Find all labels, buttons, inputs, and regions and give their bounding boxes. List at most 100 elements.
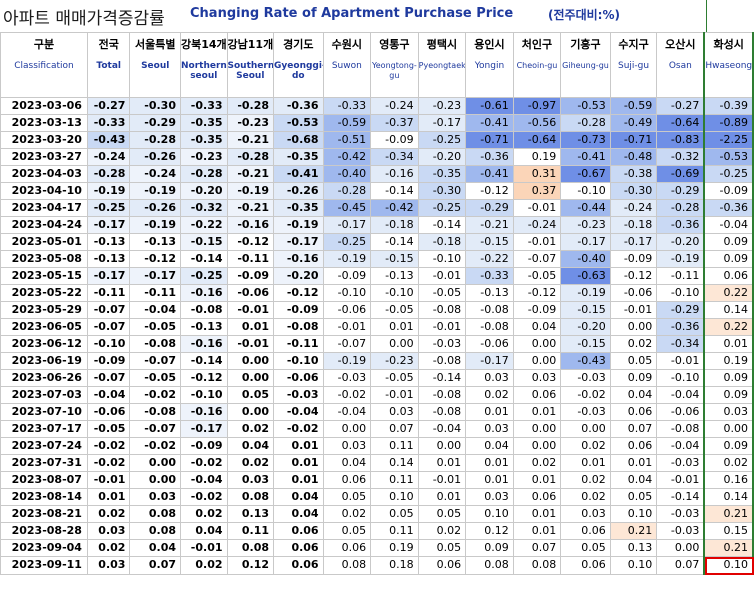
cell-pyeongtaek: -0.17 [417, 114, 467, 132]
cell-osan: -0.04 [656, 386, 705, 404]
cell-suwon: -0.59 [322, 114, 372, 132]
cell-pyeongtaek: -0.08 [417, 386, 467, 404]
column-header-en: Classification [14, 61, 74, 71]
cell-pyeongtaek: -0.05 [417, 284, 467, 302]
cell-suji: 0.09 [609, 369, 658, 387]
table-row: 2023-04-10 -0.19 -0.19 -0.20 -0.19 -0.26 -0.28… [0, 182, 754, 200]
table-row: 2023-09-04 0.02 0.04 -0.01 0.08 0.06 0.06 0.19 0… [0, 539, 754, 557]
cell-suji: -0.38 [609, 165, 658, 183]
column-header-ko: 구분 [33, 38, 55, 51]
cell-total: 0.02 [86, 539, 131, 557]
cell-cheoin: 0.00 [512, 352, 562, 370]
cell-seoul: -0.13 [129, 233, 181, 251]
cell-pyeongtaek: -0.04 [417, 420, 467, 438]
cell-yeongtong: -0.18 [370, 216, 419, 234]
cell-northern-seoul: -0.35 [180, 114, 228, 132]
cell-giheung: -0.15 [560, 335, 611, 353]
cell-giheung: -0.53 [560, 97, 611, 115]
cell-northern-seoul: -0.13 [180, 318, 228, 336]
cell-total: 0.03 [86, 556, 131, 575]
table-row: 2023-08-21 0.02 0.08 0.02 0.13 0.04 0.02 0.05 0.… [0, 505, 754, 523]
cell-northern-seoul: -0.16 [180, 335, 228, 353]
cell-giheung: -0.10 [560, 182, 611, 200]
row-date: 2023-03-20 [0, 131, 88, 149]
cell-total: -0.05 [86, 420, 131, 438]
cell-northern-seoul: -0.28 [180, 165, 228, 183]
table-row: 2023-05-01 -0.13 -0.13 -0.15 -0.12 -0.17 -0.25… [0, 233, 754, 251]
cell-seoul: -0.17 [129, 267, 181, 285]
cell-osan: -0.34 [656, 335, 705, 353]
cell-seoul: -0.28 [129, 131, 181, 149]
cell-southern-seoul: -0.12 [226, 233, 275, 251]
column-header-en: Cheoin-gu [516, 61, 558, 70]
cell-total: -0.13 [86, 250, 131, 268]
row-date: 2023-04-10 [0, 182, 88, 200]
cell-pyeongtaek: -0.03 [417, 335, 467, 353]
cell-suwon: 0.05 [322, 522, 372, 540]
table-row: 2023-08-07 -0.01 0.00 -0.04 0.03 0.01 0.06 0.11… [0, 471, 754, 489]
cell-pyeongtaek: -0.30 [417, 182, 467, 200]
cell-yongin: -0.29 [465, 199, 514, 217]
cell-suji: 0.05 [609, 488, 658, 506]
cell-cheoin: 0.19 [512, 148, 562, 166]
cell-pyeongtaek: -0.35 [417, 165, 467, 183]
cell-southern-seoul: -0.11 [226, 250, 275, 268]
cell-suji: 0.21 [609, 522, 658, 540]
cell-seoul: -0.26 [129, 148, 181, 166]
cell-total: -0.09 [86, 352, 131, 370]
cell-osan: -0.69 [656, 165, 705, 183]
column-header-ko: 화성시 [713, 38, 744, 51]
table-row: 2023-07-17 -0.05 -0.07 -0.17 0.02 -0.02 0.00 0.… [0, 420, 754, 438]
cell-pyeongtaek: 0.00 [417, 437, 467, 455]
cell-osan: -0.01 [656, 471, 705, 489]
cell-southern-seoul: -0.06 [226, 284, 275, 302]
cell-gyeonggi: -0.03 [273, 386, 324, 404]
cell-cheoin: 0.03 [512, 369, 562, 387]
row-date: 2023-05-29 [0, 301, 88, 319]
cell-cheoin: 0.01 [512, 522, 562, 540]
column-header-ko: 경기도 [283, 38, 314, 51]
cell-seoul: 0.08 [129, 522, 181, 540]
cell-hwaseong: 0.09 [703, 250, 754, 268]
cell-seoul: -0.07 [129, 352, 181, 370]
cell-osan: -0.28 [656, 199, 705, 217]
cell-osan: -0.06 [656, 403, 705, 421]
cell-gyeonggi: -0.53 [273, 114, 324, 132]
cell-northern-seoul: -0.09 [180, 437, 228, 455]
cell-yongin: 0.08 [465, 556, 514, 575]
table-row: 2023-04-24 -0.17 -0.19 -0.22 -0.16 -0.19 -0.17… [0, 216, 754, 234]
cell-osan: -0.20 [656, 233, 705, 251]
column-header-ko: 수원시 [331, 38, 363, 51]
column-header-en: Seoul [141, 61, 170, 71]
row-date: 2023-09-04 [0, 539, 88, 557]
row-date: 2023-05-22 [0, 284, 88, 302]
column-header-ko: 처인구 [521, 38, 553, 51]
cell-cheoin: 0.02 [512, 454, 562, 472]
cell-gyeonggi: -0.35 [273, 148, 324, 166]
cell-hwaseong: -2.25 [703, 131, 754, 149]
cell-suji: 0.07 [609, 420, 658, 438]
cell-suwon: -0.03 [322, 369, 372, 387]
cell-yongin: -0.41 [465, 165, 514, 183]
cell-gyeonggi: -0.02 [273, 420, 324, 438]
column-header-en: Giheung-gu [562, 61, 609, 70]
cell-total: -0.02 [86, 454, 131, 472]
cell-cheoin: -0.56 [512, 114, 562, 132]
title-korean: 아파트 매매가격증감률 [3, 9, 165, 29]
cell-giheung: -0.40 [560, 250, 611, 268]
cell-gyeonggi: -0.26 [273, 182, 324, 200]
cell-gyeonggi: -0.06 [273, 369, 324, 387]
cell-total: -0.13 [86, 233, 131, 251]
cell-seoul: 0.00 [129, 454, 181, 472]
row-date: 2023-04-24 [0, 216, 88, 234]
cell-southern-seoul: -0.23 [226, 114, 275, 132]
cell-seoul: -0.02 [129, 437, 181, 455]
cell-pyeongtaek: -0.14 [417, 216, 467, 234]
cell-cheoin: -0.01 [512, 199, 562, 217]
cell-suji: 0.02 [609, 335, 658, 353]
cell-gyeonggi: -0.12 [273, 284, 324, 302]
cell-yeongtong: -0.09 [370, 131, 419, 149]
table-row: 2023-03-20 -0.43 -0.28 -0.35 -0.21 -0.68 -0.51… [0, 131, 754, 149]
table-row: 2023-07-10 -0.06 -0.08 -0.16 0.00 -0.04 -0.04 0… [0, 403, 754, 421]
row-date: 2023-07-03 [0, 386, 88, 404]
